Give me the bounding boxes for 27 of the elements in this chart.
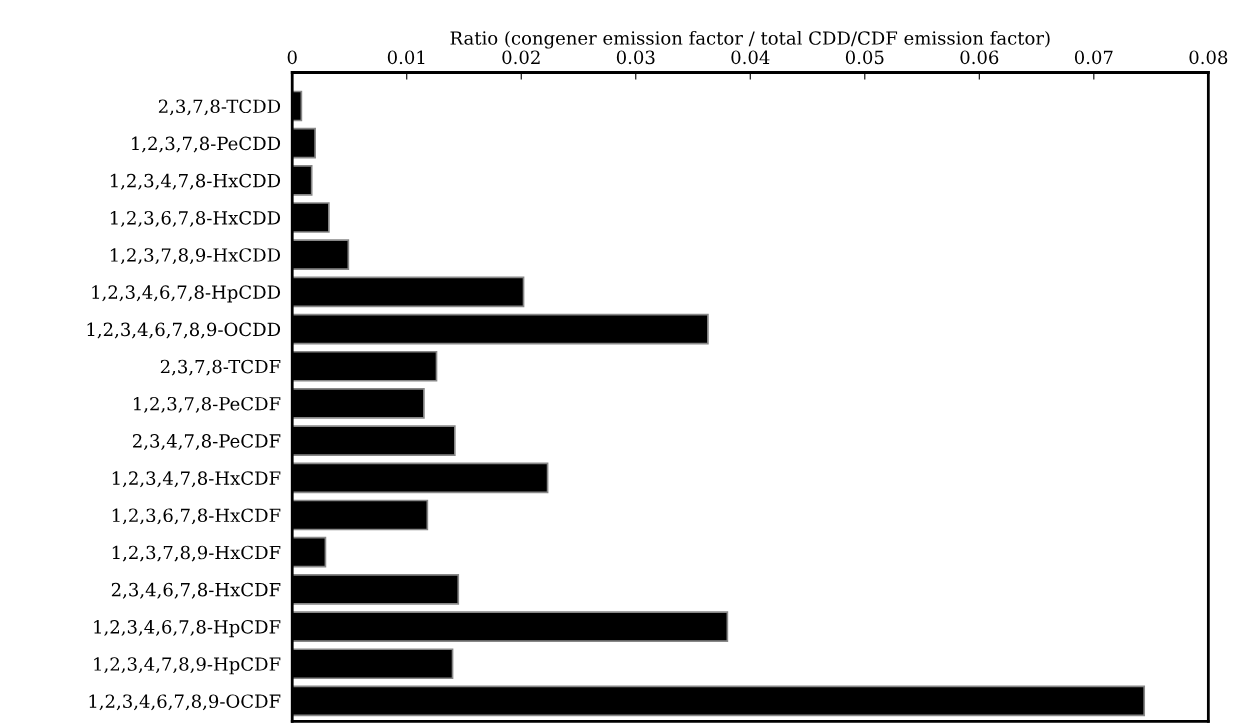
x-tick-label: 0 [287,50,297,65]
y-tick-label: 1,2,3,4,6,7,8,9-OCDD [87,322,281,339]
x-tick-label: 0.07 [1074,50,1113,65]
y-tick-label: 2,3,4,6,7,8-HxCDF [111,582,281,599]
x-tick-label: 0.06 [960,50,999,65]
x-tick-label: 0.02 [502,50,540,65]
y-tick-label: 1,2,3,7,8-PeCDD [132,136,281,153]
y-tick-label: 2,3,7,8-TCDD [158,99,281,116]
y-tick-label: 1,2,3,7,8,9-HxCDF [112,545,281,562]
x-tick-label: 0.01 [387,50,425,65]
x-axis-title: Ratio (congener emission factor / total CDD/CDF emission factor) [450,30,1050,49]
y-tick-label: 2,3,7,8-TCDF [160,359,281,376]
x-tick-label: 0.08 [1189,50,1228,65]
y-tick-label: 1,2,3,4,7,8-HxCDD [110,173,281,190]
y-tick-label: 1,2,3,7,8-PeCDF [133,396,281,413]
y-tick-label: 1,2,3,4,6,7,8-HpCDF [94,620,281,638]
x-tick-label: 0.05 [845,50,884,65]
y-tick-label: 1,2,3,6,7,8-HxCDD [110,210,281,227]
y-tick-label: 1,2,3,4,6,7,8,9-OCDF [89,694,281,711]
x-tick-label: 0.03 [616,50,655,65]
y-tick-label: 1,2,3,6,7,8-HxCDF [112,508,281,525]
y-tick-label: 1,2,3,4,6,7,8-HpCDD [92,285,281,303]
x-tick-label: 0.04 [731,50,770,65]
y-tick-label: 1,2,3,4,7,8-HxCDF [112,471,281,488]
y-tick-label: 1,2,3,7,8,9-HxCDD [110,248,281,265]
y-tick-label: 1,2,3,4,7,8,9-HpCDF [94,657,281,675]
y-tick-label: 2,3,4,7,8-PeCDF [133,434,281,450]
